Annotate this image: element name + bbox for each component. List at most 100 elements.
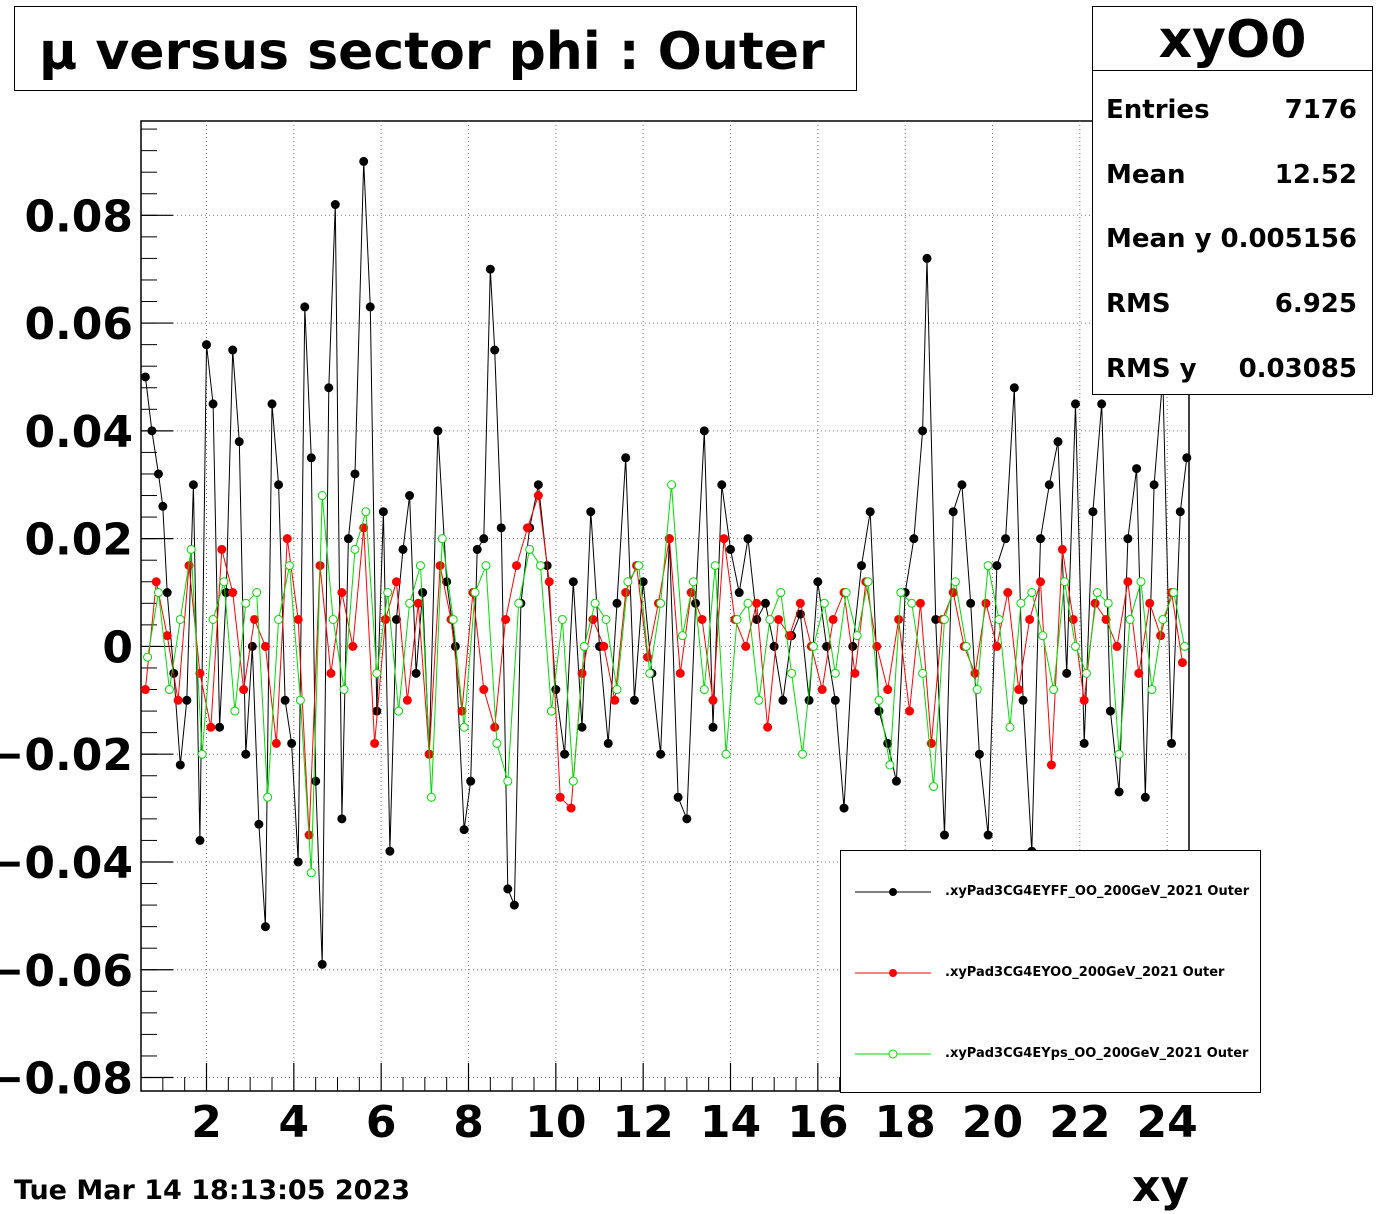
data-point (274, 480, 284, 490)
data-point (787, 668, 797, 678)
data-point (398, 544, 408, 554)
data-point (1046, 760, 1056, 770)
data-point (909, 534, 919, 544)
x-tick-label: 20 (962, 1097, 1023, 1148)
data-point (1097, 399, 1107, 409)
data-point (1049, 685, 1059, 695)
legend-entry-ps: .xyPad3CG4EYps_OO_200GeV_2021 Outer (841, 1042, 1260, 1066)
data-point (208, 614, 218, 624)
data-point (972, 685, 982, 695)
data-point (621, 588, 631, 598)
data-point (557, 614, 567, 624)
data-point (512, 561, 522, 571)
data-point (752, 614, 762, 624)
data-point (579, 641, 589, 651)
stats-title: xyO0 (1093, 7, 1372, 71)
data-point (381, 614, 391, 624)
data-point (306, 453, 316, 463)
data-point (418, 588, 428, 598)
data-point (1132, 464, 1142, 474)
data-point (1092, 588, 1102, 598)
data-point (437, 534, 447, 544)
data-point (560, 749, 570, 759)
data-point (1149, 480, 1159, 490)
data-point (939, 614, 949, 624)
data-point (939, 830, 949, 840)
data-point (1101, 614, 1111, 624)
data-point (448, 614, 458, 624)
data-point (195, 835, 205, 845)
data-point (717, 480, 727, 490)
data-point (1105, 706, 1115, 716)
data-point (383, 588, 393, 598)
data-point (697, 614, 707, 624)
data-point (656, 598, 666, 608)
data-point (153, 469, 163, 479)
data-point (1182, 453, 1192, 463)
data-point (708, 695, 718, 705)
data-point (828, 614, 838, 624)
data-point (677, 631, 687, 641)
data-point (1001, 534, 1011, 544)
data-point (1158, 614, 1168, 624)
data-point (182, 695, 192, 705)
data-point (865, 507, 875, 517)
stats-row-mean-y: Mean y 0.005156 (1106, 219, 1357, 259)
data-point (760, 598, 770, 608)
data-point (197, 749, 207, 759)
data-point (1081, 668, 1091, 678)
data-point (153, 588, 163, 598)
data-point (280, 695, 290, 705)
data-point (372, 668, 382, 678)
data-point (765, 614, 775, 624)
data-point (830, 695, 840, 705)
data-point (311, 776, 321, 786)
data-point (330, 200, 340, 210)
timestamp: Tue Mar 14 18:13:05 2023 (14, 1175, 411, 1206)
data-point (1062, 668, 1072, 678)
data-point (623, 577, 633, 587)
data-point (405, 598, 415, 608)
data-point (186, 544, 196, 554)
data-point (350, 544, 360, 554)
data-point (271, 738, 281, 748)
data-point (1177, 658, 1187, 668)
data-point (763, 722, 773, 732)
data-point (337, 814, 347, 824)
data-point (721, 749, 731, 759)
data-point (1070, 399, 1080, 409)
data-point (496, 523, 506, 533)
data-point (158, 501, 168, 511)
data-point (254, 819, 264, 829)
data-point (1088, 507, 1098, 517)
data-point (175, 614, 185, 624)
data-point (147, 426, 157, 436)
data-point (350, 469, 360, 479)
stats-value: 6.925 (1274, 289, 1357, 319)
data-point (509, 900, 519, 910)
data-point (891, 776, 901, 786)
data-point (385, 846, 395, 856)
data-point (874, 695, 884, 705)
data-point (1009, 383, 1019, 393)
stats-value: 0.005156 (1220, 224, 1357, 254)
data-point (568, 577, 578, 587)
stats-box: xyO0 Entries 7176 Mean 12.52 Mean y 0.00… (1092, 6, 1373, 395)
data-point (328, 614, 338, 624)
data-point (708, 722, 718, 732)
data-point (610, 695, 620, 705)
data-point (645, 668, 655, 678)
data-point (883, 738, 893, 748)
data-point (361, 507, 371, 517)
data-point (863, 577, 873, 587)
stats-row-mean: Mean 12.52 (1106, 155, 1357, 195)
data-point (370, 738, 380, 748)
data-point (769, 641, 779, 651)
data-point (282, 534, 292, 544)
legend-label: .xyPad3CG4EYps_OO_200GeV_2021 Outer (945, 1046, 1249, 1061)
data-point (1027, 588, 1037, 598)
y-tick-label: 0.06 (24, 299, 133, 350)
data-point (485, 264, 495, 274)
data-point (621, 453, 631, 463)
